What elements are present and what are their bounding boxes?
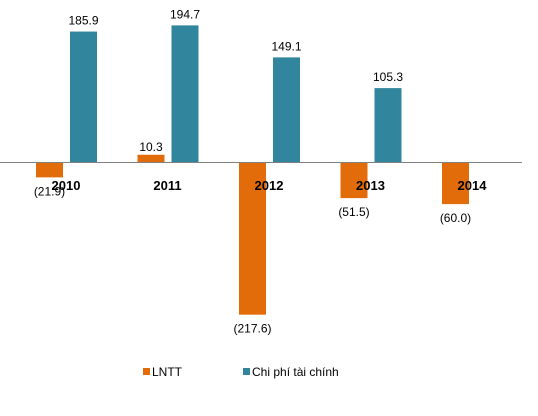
legend-label-lntt: LNTT — [152, 365, 183, 379]
bar-chi-phi-2011 — [171, 25, 199, 162]
bars-layer — [36, 25, 469, 315]
category-label-2010: 2010 — [52, 178, 81, 193]
bar-chi-phi-2010 — [70, 31, 97, 162]
category-label-2013: 2013 — [356, 178, 385, 193]
data-label-lntt-2011: 10.3 — [139, 140, 163, 154]
bar-lntt-2011 — [137, 154, 165, 162]
bar-lntt-2012 — [239, 162, 266, 315]
data-label-lntt-2014: (60.0) — [440, 211, 471, 225]
data-label-lntt-2010: (21.9) — [34, 184, 65, 198]
bar-lntt-2013 — [340, 162, 368, 199]
bar-chi-phi-2013 — [374, 88, 402, 162]
bar-chi-phi-2012 — [273, 57, 300, 163]
data-labels: (21.9) 185.9 10.3 194.7 (217.6) 149.1 (51.5) 10… — [34, 7, 471, 335]
data-label-chi-phi-2013: 105.3 — [373, 70, 403, 84]
legend-swatch-chi-phi — [243, 368, 250, 375]
legend: LNTT Chi phí tài chính — [143, 365, 339, 379]
data-label-chi-phi-2010: 185.9 — [68, 14, 98, 28]
bar-lntt-2014 — [442, 162, 469, 205]
data-label-chi-phi-2011: 194.7 — [170, 7, 200, 21]
category-ticks: 2010 2011 2012 2013 2014 — [52, 178, 488, 193]
data-label-lntt-2012: (217.6) — [233, 322, 271, 336]
category-label-2012: 2012 — [255, 178, 284, 193]
category-label-2014: 2014 — [458, 178, 488, 193]
data-label-chi-phi-2012: 149.1 — [271, 39, 301, 53]
legend-swatch-lntt — [143, 368, 150, 375]
category-label-2011: 2011 — [153, 178, 181, 193]
legend-label-chi-phi: Chi phí tài chính — [252, 365, 339, 379]
data-label-lntt-2013: (51.5) — [338, 205, 369, 219]
bar-lntt-2010 — [36, 162, 63, 178]
